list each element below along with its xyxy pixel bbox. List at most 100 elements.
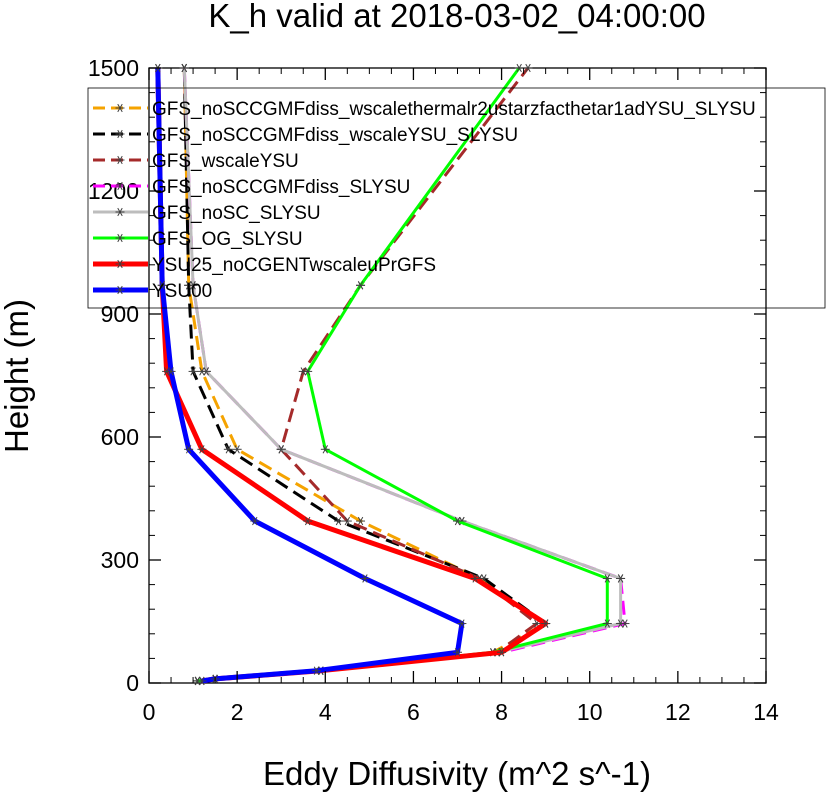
legend-entry-4: GFS_noSCCGMFdiss_SLYSU <box>93 177 410 198</box>
legend-entry-8: YSU00 <box>93 281 212 302</box>
marker-stroke <box>185 445 192 454</box>
data-point <box>232 445 242 454</box>
series-8 <box>153 63 467 686</box>
legend-label: GFS_OG_SLYSU <box>152 229 303 250</box>
marker-stroke <box>252 516 258 526</box>
data-point <box>541 619 551 628</box>
data-point <box>311 666 321 675</box>
data-point <box>602 619 612 628</box>
marker-stroke <box>357 281 364 290</box>
data-point <box>179 63 189 73</box>
marker-stroke <box>203 367 209 376</box>
y-tick-label: 0 <box>126 670 139 696</box>
y-tick-label: 600 <box>101 424 139 450</box>
data-point <box>303 367 313 376</box>
legend: GFS_noSCCGMFdiss_wscalethermalr2ustarzfa… <box>87 87 826 309</box>
data-point <box>457 619 467 628</box>
data-point <box>453 516 462 526</box>
marker-stroke <box>278 445 284 454</box>
y-tick-label: 1500 <box>88 55 139 81</box>
legend-box <box>87 87 826 309</box>
marker-stroke <box>117 233 123 243</box>
legend-marker <box>115 207 125 217</box>
marker-stroke <box>234 445 240 454</box>
y-axis-label: Height (m) <box>0 299 35 453</box>
data-point <box>188 281 198 290</box>
marker-stroke <box>322 445 328 454</box>
data-point <box>356 281 366 290</box>
data-point <box>276 445 286 454</box>
marker-stroke <box>604 619 611 628</box>
data-point <box>470 574 480 583</box>
marker-stroke <box>357 516 364 526</box>
y-tick-label: 1200 <box>88 178 139 204</box>
data-point <box>197 676 207 686</box>
legend-entry-3: GFS_wscaleYSU <box>93 151 299 172</box>
x-tick-label: 2 <box>231 699 244 725</box>
data-point <box>616 574 626 583</box>
data-point <box>616 619 626 628</box>
marker-stroke <box>362 574 368 583</box>
marker-stroke <box>117 155 123 165</box>
legend-entry-7: YSU25_noCGENTwscaleuPrGFS <box>93 255 436 276</box>
x-tick-label: 0 <box>143 699 156 725</box>
data-point <box>250 516 260 526</box>
legend-marker <box>115 259 125 269</box>
legend-entry-2: GFS_noSCCGMFdiss_wscaleYSU_SLYSU <box>93 125 518 146</box>
marker-stroke <box>225 445 232 454</box>
marker-stroke <box>335 516 342 526</box>
marker-stroke <box>117 103 123 113</box>
legend-label: GFS_noSC_SLYSU <box>152 203 321 224</box>
legend-label: YSU25_noCGENTwscaleuPrGFS <box>152 255 436 276</box>
plot-area <box>148 63 767 686</box>
marker-stroke <box>304 516 311 526</box>
data-point <box>188 367 198 376</box>
marker-stroke <box>117 207 123 217</box>
data-point <box>197 445 207 454</box>
x-tick-label: 4 <box>319 699 332 725</box>
marker-stroke <box>304 367 311 376</box>
data-point <box>360 574 370 583</box>
x-tick-label: 14 <box>753 699 779 725</box>
legend-marker <box>115 181 125 191</box>
marker-stroke <box>344 516 351 526</box>
marker-stroke <box>617 574 624 583</box>
legend-marker <box>115 285 125 295</box>
marker-stroke <box>159 281 165 290</box>
data-point <box>514 63 524 73</box>
legend-marker <box>115 155 125 165</box>
marker-stroke <box>199 676 205 686</box>
marker-stroke <box>117 181 123 191</box>
legend-marker <box>115 103 125 113</box>
data-point <box>303 516 313 526</box>
legend-label: GFS_noSCCGMFdiss_wscaleYSU_SLYSU <box>152 125 518 146</box>
marker-stroke <box>498 648 505 657</box>
data-point <box>223 445 233 454</box>
data-point <box>453 648 462 657</box>
data-point <box>320 445 330 454</box>
marker-stroke <box>525 63 531 73</box>
data-point <box>334 516 344 526</box>
legend-entry-6: GFS_OG_SLYSU <box>93 229 303 250</box>
marker-stroke <box>542 619 549 628</box>
x-tick-label: 10 <box>577 699 603 725</box>
x-tick-label: 12 <box>665 699 691 725</box>
marker-stroke <box>454 648 461 657</box>
marker-stroke <box>604 574 611 583</box>
data-point <box>342 516 352 526</box>
legend-label: GFS_noSCCGMFdiss_SLYSU <box>152 177 410 198</box>
marker-stroke <box>199 445 205 454</box>
marker-stroke <box>472 574 478 583</box>
chart-title: K_h valid at 2018-03-02_04:00:00 <box>208 0 705 34</box>
marker-stroke <box>516 63 522 73</box>
marker-stroke <box>454 516 461 526</box>
data-point <box>602 574 612 583</box>
legend-marker <box>115 129 125 139</box>
marker-stroke <box>117 285 123 295</box>
x-tick-label: 8 <box>495 699 508 725</box>
marker-stroke <box>168 367 174 376</box>
y-tick-label: 300 <box>101 547 139 573</box>
marker-stroke <box>117 129 123 139</box>
y-tick-label: 900 <box>101 301 139 327</box>
